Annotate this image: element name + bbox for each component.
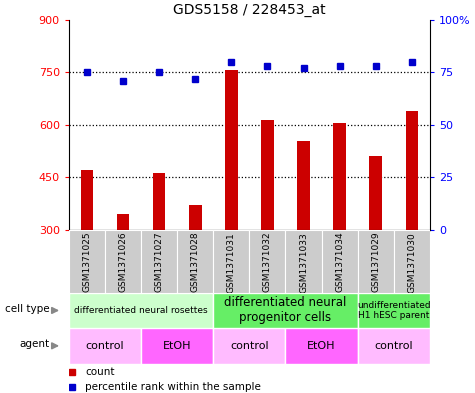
Bar [285, 328, 358, 364]
Text: differentiated neural rosettes: differentiated neural rosettes [74, 306, 208, 315]
Bar [406, 111, 418, 230]
Text: control: control [86, 341, 124, 351]
Bar [358, 328, 430, 364]
Text: undifferentiated
H1 hESC parent: undifferentiated H1 hESC parent [357, 301, 431, 320]
Bar [333, 123, 346, 230]
Bar [213, 293, 358, 328]
Text: GSM1371028: GSM1371028 [191, 232, 200, 292]
Bar [358, 230, 394, 293]
Bar [189, 206, 201, 230]
Text: GSM1371025: GSM1371025 [83, 232, 91, 292]
Text: GSM1371026: GSM1371026 [119, 232, 127, 292]
Title: GDS5158 / 228453_at: GDS5158 / 228453_at [173, 3, 326, 17]
Text: GSM1371033: GSM1371033 [299, 232, 308, 292]
Text: percentile rank within the sample: percentile rank within the sample [85, 382, 261, 391]
Text: GSM1371030: GSM1371030 [408, 232, 416, 292]
Text: EtOH: EtOH [307, 341, 336, 351]
Bar [177, 230, 213, 293]
Bar [81, 170, 93, 230]
Bar [285, 230, 322, 293]
Text: cell type: cell type [5, 304, 49, 314]
Bar [394, 230, 430, 293]
Bar [105, 230, 141, 293]
Bar [297, 141, 310, 230]
Bar [322, 230, 358, 293]
Bar [358, 293, 430, 328]
Text: EtOH: EtOH [163, 341, 191, 351]
Text: count: count [85, 367, 114, 377]
Bar [69, 293, 213, 328]
Text: GSM1371027: GSM1371027 [155, 232, 163, 292]
Bar [261, 119, 274, 230]
Bar [141, 230, 177, 293]
Bar [249, 230, 285, 293]
Text: GSM1371029: GSM1371029 [371, 232, 380, 292]
Bar [213, 328, 285, 364]
Bar [225, 70, 238, 230]
Text: differentiated neural
progenitor cells: differentiated neural progenitor cells [224, 296, 347, 325]
Bar [213, 230, 249, 293]
Bar [69, 328, 141, 364]
Bar [153, 173, 165, 230]
Text: GSM1371034: GSM1371034 [335, 232, 344, 292]
Bar [69, 230, 105, 293]
Text: GSM1371031: GSM1371031 [227, 232, 236, 292]
Text: control: control [230, 341, 269, 351]
Bar [370, 156, 382, 230]
Bar [141, 328, 213, 364]
Text: control: control [374, 341, 413, 351]
Text: agent: agent [19, 339, 49, 349]
Bar [117, 214, 129, 230]
Text: GSM1371032: GSM1371032 [263, 232, 272, 292]
